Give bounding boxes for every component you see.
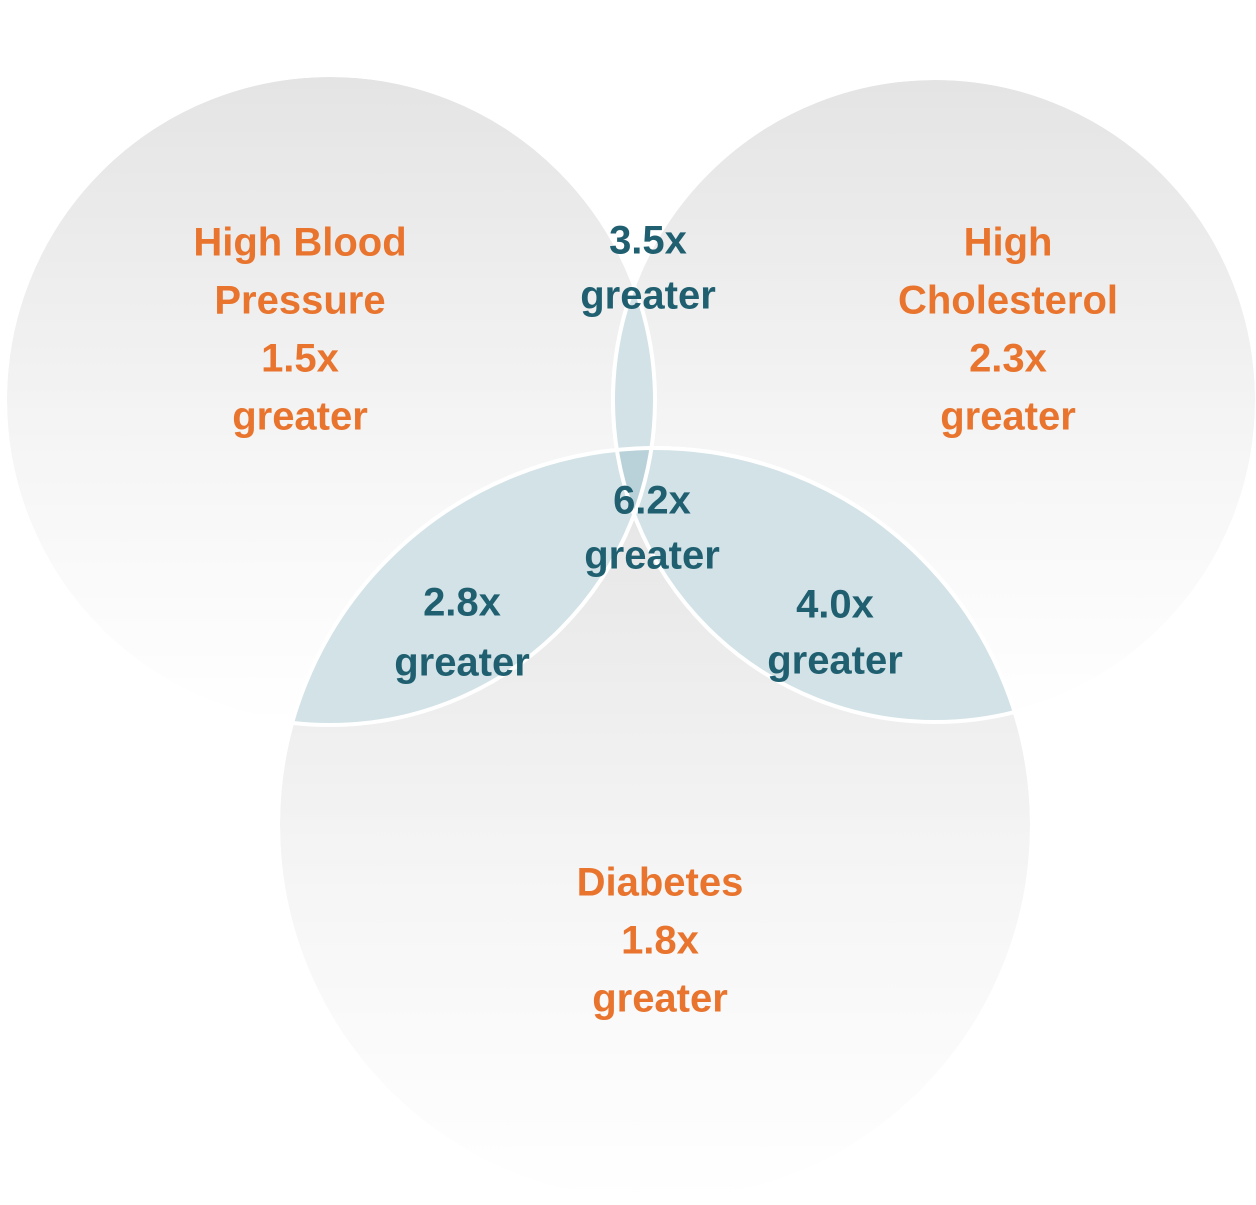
set-label: 1.8x [621,919,699,963]
circle-outline [276,446,1034,1204]
overlap-label: greater [584,534,720,578]
circle-outline [3,73,657,727]
overlap-label: greater [580,274,716,318]
overlap-label: 3.5x [609,219,687,263]
set-label: greater [232,395,368,439]
set-label: Cholesterol [898,279,1118,323]
set-label: 1.5x [261,337,339,381]
overlap-bc [613,448,1032,722]
overlap-label: 2.8x [423,581,501,625]
set-label: 2.3x [969,337,1047,381]
overlap-label: greater [767,639,903,683]
set-label: High [964,221,1053,265]
overlap-label: 6.2x [613,479,691,523]
set-label: greater [592,977,728,1021]
circles [3,73,1256,1204]
overlap-ac [278,448,655,725]
overlap-label: 4.0x [796,583,874,627]
circle-outline [611,76,1256,724]
set-label: Diabetes [577,861,744,905]
set-label: High Blood [193,221,406,265]
set-label: greater [940,395,1076,439]
set-label: Pressure [214,279,385,323]
overlap-label: greater [394,641,530,685]
